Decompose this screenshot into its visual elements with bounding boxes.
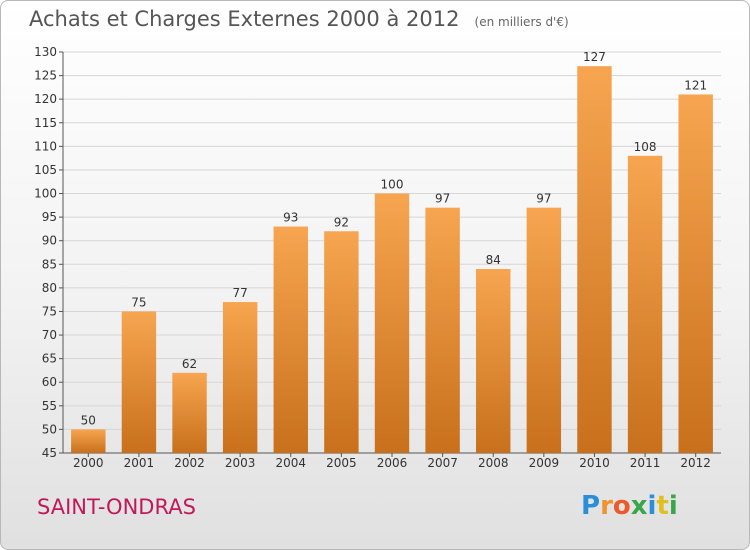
bar bbox=[121, 311, 157, 453]
y-tick-label: 105 bbox=[34, 163, 57, 177]
bar bbox=[627, 155, 663, 453]
brand-letter: P bbox=[581, 491, 601, 521]
y-tick-label: 115 bbox=[34, 116, 57, 130]
bar bbox=[71, 429, 106, 453]
y-tick-label: 90 bbox=[42, 234, 57, 248]
x-tick-label: 2008 bbox=[478, 456, 509, 470]
x-tick-label: 2006 bbox=[377, 456, 408, 470]
bar bbox=[526, 207, 562, 453]
y-tick-label: 55 bbox=[42, 399, 57, 413]
y-tick-label: 125 bbox=[34, 69, 57, 83]
brand-letter: t bbox=[656, 491, 669, 521]
bar-value-label: 108 bbox=[634, 140, 657, 154]
bar bbox=[172, 372, 207, 453]
x-tick-label: 2002 bbox=[174, 456, 205, 470]
brand-letter: x bbox=[630, 491, 648, 521]
x-tick-label: 2003 bbox=[225, 456, 256, 470]
brand-letter: r bbox=[600, 491, 613, 521]
y-tick-label: 95 bbox=[42, 210, 57, 224]
brand-letter: i bbox=[647, 491, 657, 521]
bar-value-label: 93 bbox=[283, 211, 298, 225]
bar bbox=[324, 231, 359, 453]
bar-value-label: 50 bbox=[81, 413, 96, 427]
y-tick-label: 110 bbox=[34, 139, 57, 153]
bar-value-label: 97 bbox=[435, 192, 450, 206]
chart-unit: (en milliers d'€) bbox=[474, 15, 569, 29]
bar-value-label: 92 bbox=[334, 215, 349, 229]
x-tick-label: 2001 bbox=[124, 456, 155, 470]
bar-chart: 45 50 55 60 65 70 75 80 85 90 95 100 105 110 115 120 125… bbox=[34, 45, 721, 470]
bar-value-label: 100 bbox=[381, 178, 404, 192]
brand-logo: Proxiti bbox=[581, 491, 678, 521]
commune-name: SAINT-ONDRAS bbox=[37, 495, 196, 519]
x-tick-label: 2009 bbox=[529, 456, 560, 470]
y-tick-label: 60 bbox=[42, 375, 57, 389]
bar-value-label: 75 bbox=[131, 295, 146, 309]
bar-value-label: 77 bbox=[233, 286, 248, 300]
bar-value-label: 62 bbox=[182, 357, 197, 371]
x-tick-label: 2005 bbox=[326, 456, 357, 470]
bar bbox=[577, 66, 612, 453]
y-tick-label: 45 bbox=[42, 446, 57, 460]
title-line: Achats et Charges Externes 2000 à 2012 (… bbox=[29, 7, 569, 31]
y-tick-label: 65 bbox=[42, 352, 57, 366]
bar bbox=[476, 269, 511, 453]
x-tick-label: 2004 bbox=[275, 456, 306, 470]
bar bbox=[374, 193, 410, 453]
bar-value-label: 97 bbox=[536, 192, 551, 206]
y-tick-label: 100 bbox=[34, 187, 57, 201]
bar bbox=[273, 226, 308, 453]
bar-layer: 50 75 62 77 93 92 100 97 84 97 127 108 121 bbox=[71, 50, 713, 453]
chart-title: Achats et Charges Externes 2000 à 2012 bbox=[29, 7, 460, 31]
x-tick-label: 2012 bbox=[680, 456, 711, 470]
brand-letter: o bbox=[612, 491, 631, 521]
bar-value-label: 127 bbox=[583, 50, 606, 64]
x-tick-label: 2007 bbox=[427, 456, 458, 470]
bar bbox=[678, 94, 713, 453]
brand-letter: i bbox=[668, 491, 678, 521]
bar-value-label: 121 bbox=[684, 78, 707, 92]
bar-value-label: 84 bbox=[486, 253, 501, 267]
y-tick-label: 120 bbox=[34, 92, 57, 106]
y-tick-label: 75 bbox=[42, 304, 57, 318]
x-tick-label: 2010 bbox=[579, 456, 610, 470]
bar bbox=[425, 207, 460, 453]
y-tick-label: 80 bbox=[42, 281, 57, 295]
y-tick-label: 85 bbox=[42, 257, 57, 271]
bar bbox=[222, 302, 258, 453]
y-tick-label: 50 bbox=[42, 422, 57, 436]
y-tick-label: 70 bbox=[42, 328, 57, 342]
x-tick-label: 2011 bbox=[630, 456, 661, 470]
y-tick-label: 130 bbox=[34, 45, 57, 59]
x-tick-label: 2000 bbox=[73, 456, 104, 470]
